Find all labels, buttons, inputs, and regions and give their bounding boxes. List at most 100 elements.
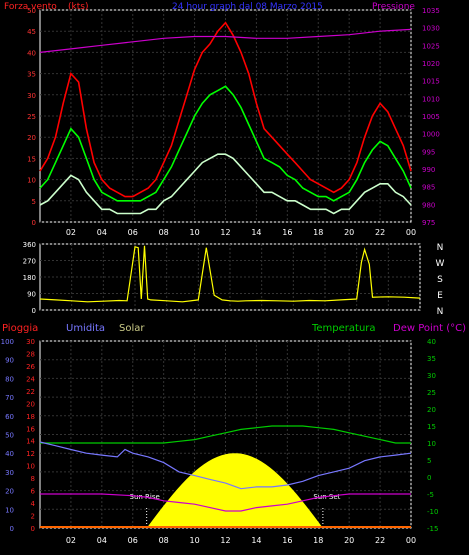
- panel-3-ytick-hum: 20: [5, 488, 14, 496]
- panel-1-ytick-left: 50: [27, 7, 36, 15]
- panel-1-ytick-left: 0: [32, 219, 36, 227]
- panel-3-ytick-rain: 2: [31, 513, 35, 521]
- panel-2-compass: W: [436, 259, 445, 269]
- panel-1-ytick-right: 980: [422, 201, 435, 209]
- panel-1-ytick-right: 985: [422, 184, 435, 192]
- panel-3-ytick-hum: 100: [1, 338, 14, 346]
- panel-1-xtick: 10: [189, 228, 199, 237]
- panel-3-ytick-hum: 40: [5, 450, 14, 458]
- panel-3-ytick-rain: 0: [31, 525, 35, 533]
- panel-3-ytick-rain: 30: [26, 338, 35, 346]
- panel-1-xtick: 04: [97, 228, 107, 237]
- panel-2-ytick: 360: [23, 241, 36, 249]
- panel-1-ytick-right: 1015: [422, 78, 440, 86]
- panel-3-ytick-rain: 26: [26, 363, 35, 371]
- panel-1-ytick-right: 1005: [422, 113, 440, 121]
- panel-3-ytick-hum: 10: [5, 506, 14, 514]
- panel-3-xtick: 16: [282, 536, 292, 545]
- panel-1-ytick-left: 35: [27, 71, 36, 79]
- panel-3-ytick-hum: 60: [5, 413, 14, 421]
- panel-1-ytick-right: 995: [422, 148, 435, 156]
- panel-3-ytick-rain: 12: [26, 450, 35, 458]
- panel-1-xtick: 14: [251, 228, 261, 237]
- panel-3-xtick: 08: [159, 536, 169, 545]
- panel-3-ytick-rain: 10: [26, 463, 35, 471]
- panel-3-dew-label: Dew Point (°C): [393, 323, 466, 334]
- panel-1-ytick-left: 40: [27, 49, 36, 57]
- panel-1-ytick-right: 1020: [422, 60, 440, 68]
- panel-3-ytick-temp: 10: [427, 440, 436, 448]
- panel-3-humidity-label: Umidita: [66, 323, 105, 334]
- panel-2-ytick: 180: [23, 274, 36, 282]
- panel-1-right-label: Pressione: [372, 2, 415, 12]
- panel-1-xtick: 08: [159, 228, 169, 237]
- panel-2-compass: E: [437, 291, 443, 301]
- panel-3-ytick-hum: 90: [5, 357, 14, 365]
- panel-3-ytick-temp: 35: [427, 355, 436, 363]
- panel-1-ytick-right: 1035: [422, 7, 440, 15]
- panel-1-ytick-right: 990: [422, 166, 435, 174]
- panel-2-compass: S: [437, 275, 443, 285]
- panel-1-left-unit: (kts): [68, 2, 88, 12]
- panel-1-xtick: 00: [406, 228, 416, 237]
- panel-3-ytick-temp: 20: [427, 406, 436, 414]
- panel-1-ytick-left: 10: [27, 177, 36, 185]
- panel-2-compass: N: [437, 243, 444, 253]
- panel-3-ytick-rain: 18: [26, 413, 35, 421]
- panel-1-ytick-right: 1010: [422, 95, 440, 103]
- panel-1-ytick-left: 20: [27, 134, 36, 142]
- panel-2-ytick: 0: [32, 307, 36, 315]
- panel-3-ytick-rain: 16: [26, 425, 35, 433]
- panel-1-ytick-left: 25: [27, 113, 36, 121]
- panel-1-xtick: 12: [220, 228, 230, 237]
- panel-3-ytick-temp: -5: [427, 491, 434, 499]
- panel-1-ytick-right: 1000: [422, 131, 440, 139]
- panel-1-series-3: [39, 28, 412, 53]
- panel-3-xtick: 22: [375, 536, 385, 545]
- panel-3-ytick-temp: 0: [427, 474, 431, 482]
- panel-2-compass: N: [437, 307, 444, 317]
- panel-3-solar-label: Solar: [119, 323, 145, 334]
- panel-1-ytick-left: 5: [32, 198, 36, 206]
- panel-1-left-label: Forza vento: [4, 2, 57, 12]
- panel-3-ytick-hum: 80: [5, 375, 14, 383]
- panel-1-xtick: 16: [282, 228, 292, 237]
- panel-3-xtick: 04: [97, 536, 107, 545]
- panel-2-ytick: 270: [23, 258, 36, 266]
- panel-3-ytick-temp: -15: [427, 525, 438, 533]
- panel-3-series-0: [40, 425, 411, 444]
- panel-1-xtick: 20: [344, 228, 354, 237]
- panel-1-ytick-right: 1025: [422, 42, 440, 50]
- panel-1-ytick-left: 30: [27, 92, 36, 100]
- panel-3-ytick-rain: 6: [31, 488, 36, 496]
- panel-3-series-2: [40, 493, 411, 512]
- panel-3-series-1: [39, 441, 412, 490]
- panel-3-ytick-rain: 24: [26, 375, 35, 383]
- panel-3-xtick: 00: [406, 536, 416, 545]
- panel-3-ytick-hum: 0: [10, 525, 14, 533]
- panel-1-ytick-right: 975: [422, 219, 435, 227]
- panel-3-rain-label: Pioggia: [2, 323, 38, 334]
- panel-1-title: 24 hour graph dal 08 Marzo 2015: [172, 2, 323, 12]
- panel-1-xtick: 22: [375, 228, 385, 237]
- panel-1-xtick: 06: [128, 228, 138, 237]
- panel-1-series-1: [39, 85, 412, 202]
- panel-3-solar-area: [146, 453, 323, 528]
- panel-3-xtick: 02: [66, 536, 76, 545]
- panel-3-ytick-temp: 40: [427, 338, 436, 346]
- panel-3-xtick: 14: [251, 536, 261, 545]
- panel-3-xtick: 06: [128, 536, 138, 545]
- panel-2-series-0: [39, 245, 421, 303]
- panel-3-ytick-rain: 28: [26, 350, 35, 358]
- panel-1-ytick-left: 15: [27, 155, 36, 163]
- panel-3-temp-label: Temperatura: [311, 323, 376, 334]
- panel-3-ytick-temp: 5: [427, 457, 431, 465]
- panel-3-xtick: 20: [344, 536, 354, 545]
- panel-1-ytick-left: 45: [27, 28, 36, 36]
- panel-3-ytick-hum: 50: [5, 432, 14, 440]
- panel-3-ytick-hum: 70: [5, 394, 14, 402]
- panel-3-ytick-hum: 30: [5, 469, 14, 477]
- panel-3-ytick-temp: 30: [427, 372, 436, 380]
- panel-3-xtick: 18: [313, 536, 323, 545]
